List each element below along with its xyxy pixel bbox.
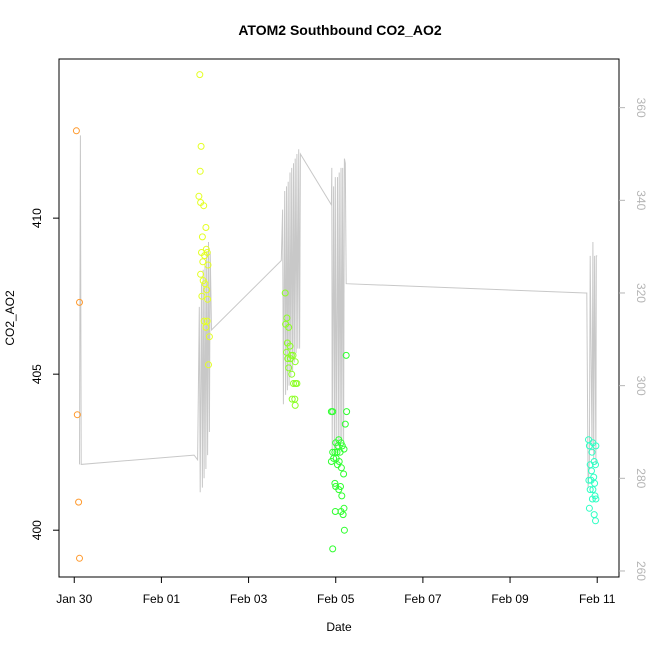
- data-point-series-3: [285, 364, 293, 372]
- data-point-series-3: [281, 289, 289, 297]
- y-tick-label: 410: [30, 208, 44, 228]
- data-point-series-5: [588, 495, 596, 503]
- data-point-series-2: [203, 249, 211, 256]
- data-point-series-2: [202, 323, 210, 331]
- co2-line-trace: [79, 135, 598, 493]
- data-point-series-2: [198, 292, 206, 300]
- data-point-series-1: [72, 127, 80, 135]
- data-point-series-2: [199, 258, 207, 266]
- data-point-series-5: [590, 511, 598, 519]
- y-tick-label: 400: [30, 520, 44, 540]
- data-point-series-2: [200, 317, 208, 325]
- data-point-series-4: [329, 545, 337, 553]
- data-point-series-2: [202, 245, 210, 253]
- co2-points-layer: [72, 71, 600, 562]
- y2-tick-label: 340: [634, 190, 648, 210]
- y-axis-left: 400 405 410: [30, 208, 59, 540]
- data-point-series-3: [283, 348, 290, 356]
- y2-tick-label: 360: [634, 98, 648, 118]
- co2-line-series: [79, 135, 598, 493]
- data-point-series-2: [205, 333, 213, 341]
- data-point-series-3: [286, 342, 294, 350]
- data-point-series-1: [75, 498, 83, 506]
- x-tick-label: Feb 03: [230, 592, 268, 606]
- data-point-series-5: [588, 448, 596, 456]
- data-point-series-4: [335, 486, 343, 494]
- data-point-series-5: [586, 486, 594, 494]
- data-point-series-3: [291, 358, 299, 366]
- data-point-series-5: [585, 504, 593, 512]
- data-point-series-3: [290, 380, 297, 387]
- data-point-series-3: [286, 355, 294, 363]
- data-point-series-5: [592, 442, 600, 450]
- y-axis-label: CO2_AO2: [3, 290, 17, 346]
- data-point-series-3: [284, 355, 292, 363]
- x-tick-label: Jan 30: [56, 592, 92, 606]
- data-point-series-5: [589, 486, 597, 494]
- data-point-series-5: [585, 476, 593, 484]
- data-point-series-2: [204, 295, 212, 303]
- data-point-series-4: [327, 458, 335, 465]
- data-point-series-1: [76, 298, 83, 306]
- data-point-series-2: [196, 71, 204, 79]
- data-point-series-3: [288, 370, 296, 378]
- data-point-series-5: [591, 479, 599, 487]
- data-point-series-4: [340, 470, 348, 478]
- data-point-series-4: [337, 464, 345, 472]
- data-point-series-2: [195, 192, 203, 200]
- x-tick-label: Feb 11: [579, 592, 616, 606]
- data-point-series-3: [293, 380, 301, 387]
- data-point-series-4: [336, 448, 344, 456]
- data-point-series-5: [592, 461, 599, 469]
- data-point-series-3: [291, 401, 299, 409]
- data-point-series-4: [342, 351, 350, 359]
- x-axis-label: Date: [326, 620, 352, 634]
- data-point-series-2: [204, 261, 212, 269]
- data-point-series-2: [197, 142, 205, 150]
- data-point-series-4: [337, 508, 345, 515]
- data-point-series-2: [203, 317, 211, 325]
- x-tick-label: Feb 05: [317, 592, 355, 606]
- data-point-series-3: [285, 323, 293, 331]
- y2-tick-label: 260: [634, 561, 648, 581]
- data-point-series-4: [343, 408, 351, 416]
- data-point-series-4: [338, 492, 346, 500]
- x-tick-label: Feb 09: [491, 592, 529, 606]
- data-point-series-3: [288, 395, 296, 403]
- x-tick-label: Feb 01: [143, 592, 181, 606]
- data-point-series-4: [341, 420, 349, 428]
- data-point-series-5: [592, 495, 600, 503]
- data-point-series-4: [331, 508, 339, 515]
- data-point-series-4: [331, 479, 339, 487]
- data-point-series-2: [197, 270, 205, 278]
- y-tick-label: 405: [30, 364, 44, 384]
- data-point-series-5: [588, 467, 595, 475]
- y2-tick-label: 300: [634, 376, 648, 396]
- data-point-series-5: [592, 517, 599, 525]
- data-point-series-1: [73, 411, 81, 419]
- y-axis-right: 260 280 300 320 340 360: [619, 98, 648, 581]
- data-point-series-2: [200, 202, 208, 210]
- y2-tick-label: 320: [634, 283, 648, 303]
- data-point-series-2: [202, 224, 210, 231]
- data-point-series-4: [329, 408, 337, 416]
- data-point-series-2: [201, 280, 209, 288]
- data-point-series-4: [340, 526, 348, 534]
- data-point-series-2: [203, 286, 211, 294]
- data-point-series-2: [198, 233, 206, 241]
- x-tick-label: Feb 07: [404, 592, 442, 606]
- y2-tick-label: 280: [634, 468, 648, 488]
- data-point-series-2: [205, 361, 212, 369]
- data-point-series-2: [196, 167, 204, 175]
- x-axis: Jan 30 Feb 01 Feb 03 Feb 05 Feb 07 Feb 09 Feb …: [56, 577, 616, 606]
- data-point-series-1: [76, 554, 83, 562]
- chart-title: ATOM2 Southbound CO2_AO2: [238, 22, 441, 38]
- plot-frame: [58, 58, 620, 578]
